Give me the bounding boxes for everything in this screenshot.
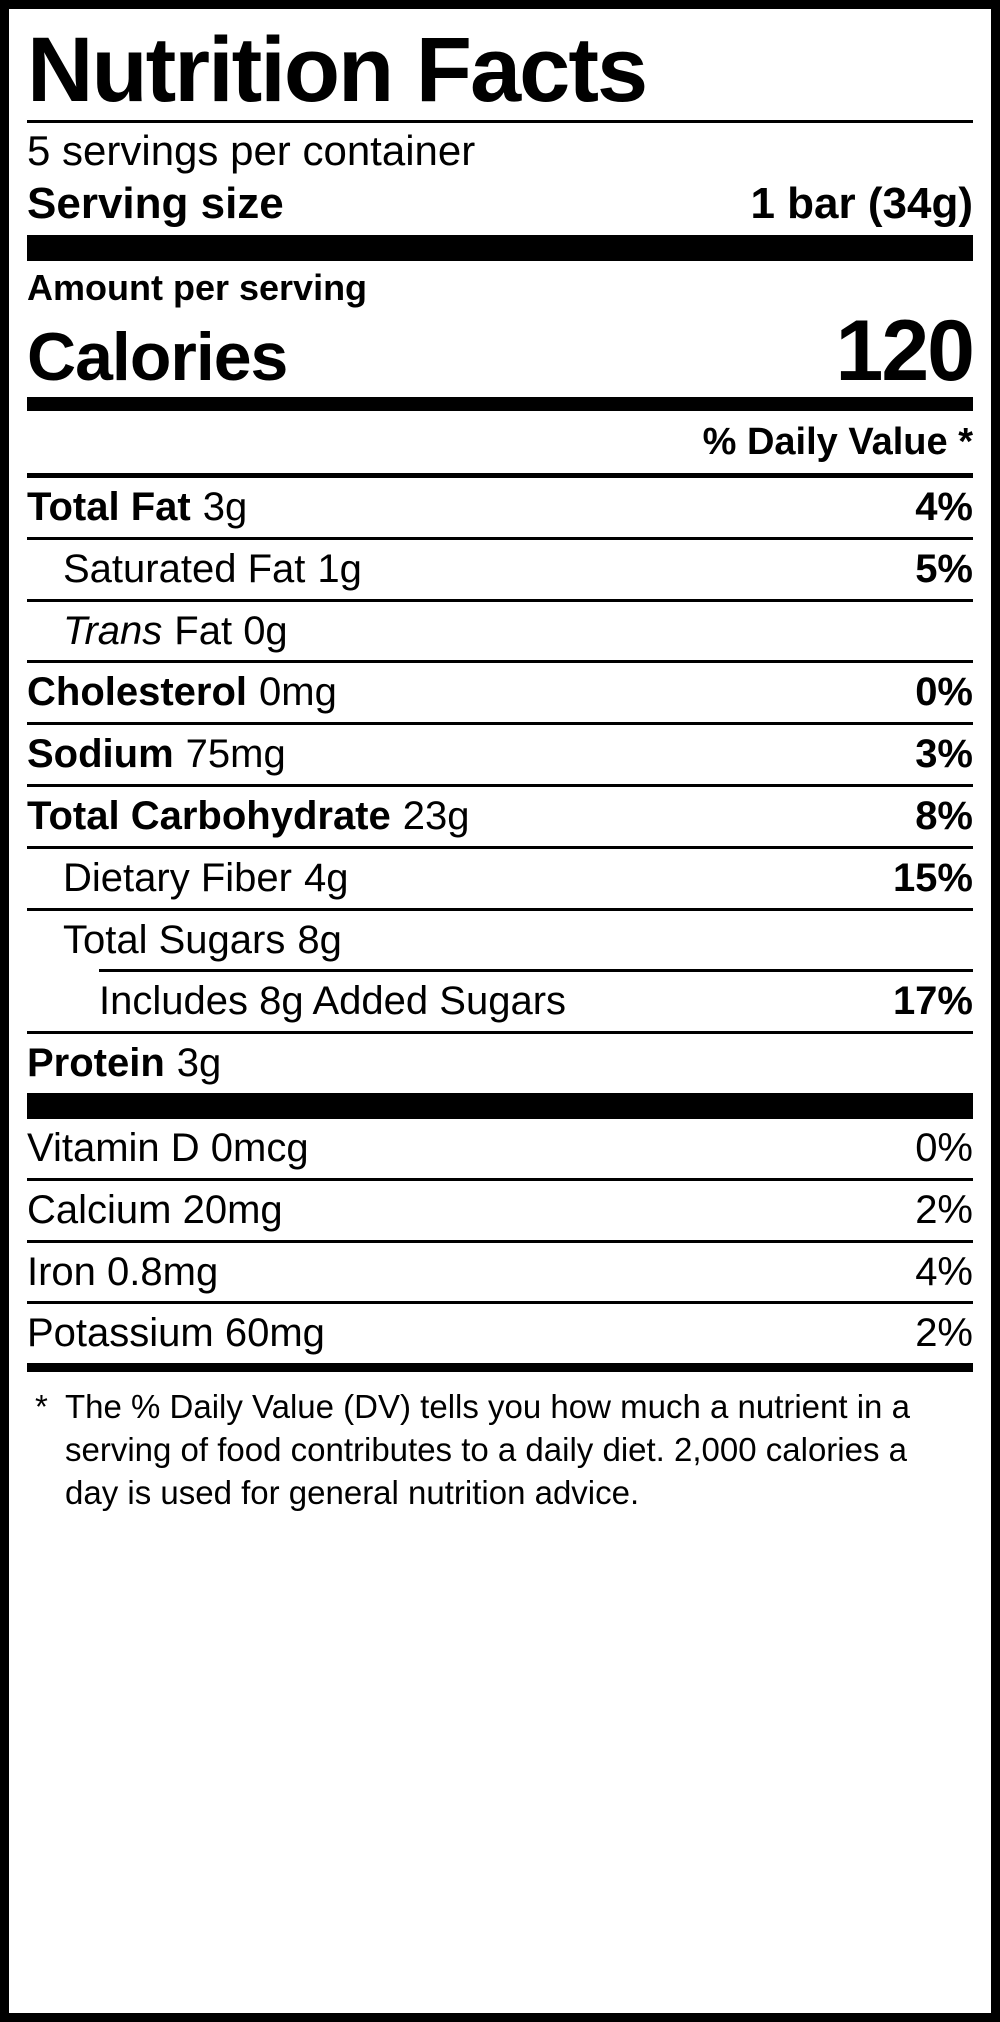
nutrient-label-group: Total Carbohydrate 23g bbox=[27, 794, 470, 839]
micronutrient-dv: 2% bbox=[915, 1311, 973, 1356]
nutrient-amount: 23g bbox=[402, 793, 470, 838]
divider-under-dv-header bbox=[27, 472, 973, 478]
nutrient-name: Total Sugars bbox=[63, 917, 286, 962]
serving-size-row: Serving size 1 bar (34g) bbox=[27, 178, 973, 235]
nutrient-row-trans-fat: Trans Fat 0g bbox=[27, 602, 973, 661]
nutrient-row-dietary-fiber: Dietary Fiber 4g 15% bbox=[27, 849, 973, 908]
divider-row bbox=[27, 536, 973, 540]
nutrient-dv: 15% bbox=[892, 855, 973, 900]
calories-value: 120 bbox=[835, 302, 975, 399]
calories-row: Calories 120 bbox=[27, 302, 975, 399]
nutrient-row-saturated-fat: Saturated Fat 1g 5% bbox=[27, 540, 973, 599]
nutrient-row-cholesterol: Cholesterol 0mg 0% bbox=[27, 663, 973, 722]
nutrient-amount: 3g bbox=[176, 1041, 222, 1086]
nutrient-label-group: Includes 8g Added Sugars bbox=[99, 979, 566, 1024]
divider-row bbox=[27, 1031, 973, 1035]
divider-row bbox=[27, 722, 973, 726]
divider-row-indented bbox=[99, 969, 973, 973]
micronutrient-dv: 0% bbox=[915, 1125, 973, 1170]
nutrient-dv: 3% bbox=[915, 732, 973, 777]
nutrient-label-group: Saturated Fat 1g bbox=[63, 547, 362, 592]
nutrient-row-added-sugars: Includes 8g Added Sugars 17% bbox=[27, 972, 973, 1031]
nutrient-name: Sodium bbox=[27, 732, 174, 777]
nutrient-row-total-carbohydrate: Total Carbohydrate 23g 8% bbox=[27, 787, 973, 846]
label-title: Nutrition Facts bbox=[27, 19, 648, 121]
micronutrient-name: Potassium 60mg bbox=[27, 1311, 325, 1356]
nutrient-row-total-fat: Total Fat 3g 4% bbox=[27, 478, 973, 537]
nutrient-dv: 4% bbox=[915, 484, 973, 529]
nutrient-name-italic: Trans bbox=[63, 608, 163, 653]
nutrient-dv: 0% bbox=[915, 670, 973, 715]
nutrient-label-group: Sodium 75mg bbox=[27, 732, 286, 777]
footnote: * The % Daily Value (DV) tells you how m… bbox=[27, 1372, 973, 1525]
micronutrient-name: Iron 0.8mg bbox=[27, 1249, 219, 1294]
divider-wrap-added-sugars bbox=[27, 969, 973, 973]
nutrient-amount: 0mg bbox=[259, 670, 337, 715]
divider-row bbox=[27, 907, 973, 911]
nutrient-label-group: Cholesterol 0mg bbox=[27, 670, 337, 715]
divider-row bbox=[27, 1177, 973, 1181]
divider-row bbox=[27, 783, 973, 787]
nutrient-amount: 8g bbox=[297, 917, 342, 962]
nutrient-label-group: Total Sugars 8g bbox=[63, 918, 342, 963]
daily-value-header: % Daily Value * bbox=[702, 420, 973, 463]
servings-per-container: 5 servings per container bbox=[27, 127, 476, 175]
serving-size-label: Serving size bbox=[27, 178, 284, 228]
divider-row bbox=[27, 1301, 973, 1305]
nutrient-dv: 17% bbox=[892, 979, 973, 1024]
micronutrient-dv: 2% bbox=[915, 1187, 973, 1232]
nutrient-row-sodium: Sodium 75mg 3% bbox=[27, 725, 973, 784]
micronutrient-name: Vitamin D 0mcg bbox=[27, 1125, 309, 1170]
micronutrient-row-potassium: Potassium 60mg 2% bbox=[27, 1304, 973, 1363]
micronutrient-name: Calcium 20mg bbox=[27, 1187, 283, 1232]
nutrient-row-protein: Protein 3g bbox=[27, 1034, 973, 1093]
nutrient-name: Total Carbohydrate bbox=[27, 793, 391, 838]
nutrient-name: Cholesterol bbox=[27, 670, 248, 715]
divider-row bbox=[27, 598, 973, 602]
nutrient-amount: 3g bbox=[202, 484, 248, 529]
micronutrient-row-calcium: Calcium 20mg 2% bbox=[27, 1181, 973, 1240]
divider-above-footnote bbox=[27, 1363, 973, 1373]
serving-size-value: 1 bar (34g) bbox=[750, 178, 973, 228]
micronutrient-dv: 4% bbox=[915, 1249, 973, 1294]
nutrient-label-group: Dietary Fiber 4g bbox=[63, 856, 348, 901]
divider-row bbox=[27, 660, 973, 664]
nutrient-amount: 75mg bbox=[185, 732, 286, 777]
nutrient-amount: 1g bbox=[317, 546, 362, 591]
nutrient-amount: Fat 0g bbox=[174, 608, 288, 653]
nutrient-name: Includes 8g Added Sugars bbox=[99, 979, 567, 1024]
divider-thick-above-calories bbox=[27, 234, 973, 261]
nutrient-label-group: Protein 3g bbox=[27, 1041, 221, 1086]
divider-under-title bbox=[27, 120, 973, 124]
calories-label: Calories bbox=[27, 318, 288, 395]
nutrient-dv: 5% bbox=[915, 546, 973, 591]
divider-row bbox=[27, 845, 973, 849]
divider-thick-above-micronutrients bbox=[27, 1092, 973, 1119]
divider-row bbox=[27, 1239, 973, 1243]
nutrient-name: Total Fat bbox=[27, 484, 191, 529]
divider-heavy-under-calories bbox=[27, 396, 973, 411]
nutrient-dv: 8% bbox=[915, 793, 973, 838]
micronutrient-row-iron: Iron 0.8mg 4% bbox=[27, 1243, 973, 1302]
nutrient-name: Saturated Fat bbox=[63, 546, 306, 591]
footnote-asterisk: * bbox=[35, 1388, 48, 1426]
nutrient-label-group: Trans Fat 0g bbox=[63, 609, 288, 654]
nutrient-label-group: Total Fat 3g bbox=[27, 485, 247, 530]
micronutrient-row-vitamin-d: Vitamin D 0mcg 0% bbox=[27, 1119, 973, 1178]
nutrient-row-total-sugars: Total Sugars 8g bbox=[27, 911, 973, 970]
nutrient-name: Protein bbox=[27, 1041, 165, 1086]
nutrient-amount: 4g bbox=[303, 855, 349, 900]
amount-per-serving-label: Amount per serving bbox=[27, 266, 368, 308]
nutrient-name: Dietary Fiber bbox=[63, 855, 292, 900]
label-inner-panel: Nutrition Facts 5 servings per container… bbox=[9, 9, 991, 2013]
footnote-text: The % Daily Value (DV) tells you how muc… bbox=[65, 1388, 910, 1511]
